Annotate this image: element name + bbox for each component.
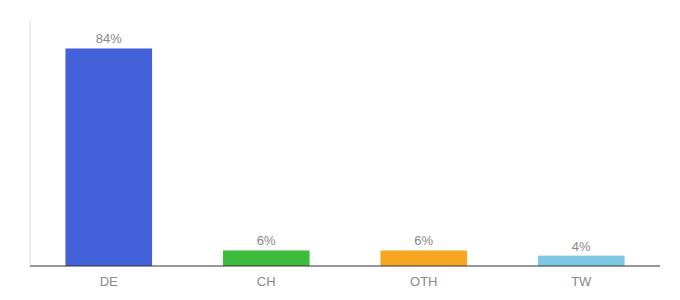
bars [65, 48, 624, 266]
data-label: 4% [572, 239, 591, 254]
data-labels: 84% 6% 6% 4% [96, 31, 591, 253]
x-tick-label: DE [100, 274, 118, 289]
x-tick-label: OTH [410, 274, 437, 289]
bar [538, 256, 625, 266]
bar [223, 250, 310, 266]
y-axis-line [30, 20, 31, 266]
page: {"chart_data": {"type": "bar", "categori… [0, 0, 680, 300]
x-tick-label: CH [257, 274, 276, 289]
x-axis-line [30, 265, 660, 266]
x-tick-label: TW [571, 274, 592, 289]
data-label: 6% [414, 233, 433, 248]
bar [380, 250, 467, 266]
x-tick-labels: DE CH OTH TW [100, 274, 592, 289]
chart-container: 84% 6% 6% 4% DE CH OTH TW [0, 0, 680, 300]
data-label: 6% [257, 233, 276, 248]
data-label: 84% [96, 31, 122, 46]
chart: 84% 6% 6% 4% DE CH OTH TW [0, 0, 680, 300]
bar [65, 48, 152, 266]
